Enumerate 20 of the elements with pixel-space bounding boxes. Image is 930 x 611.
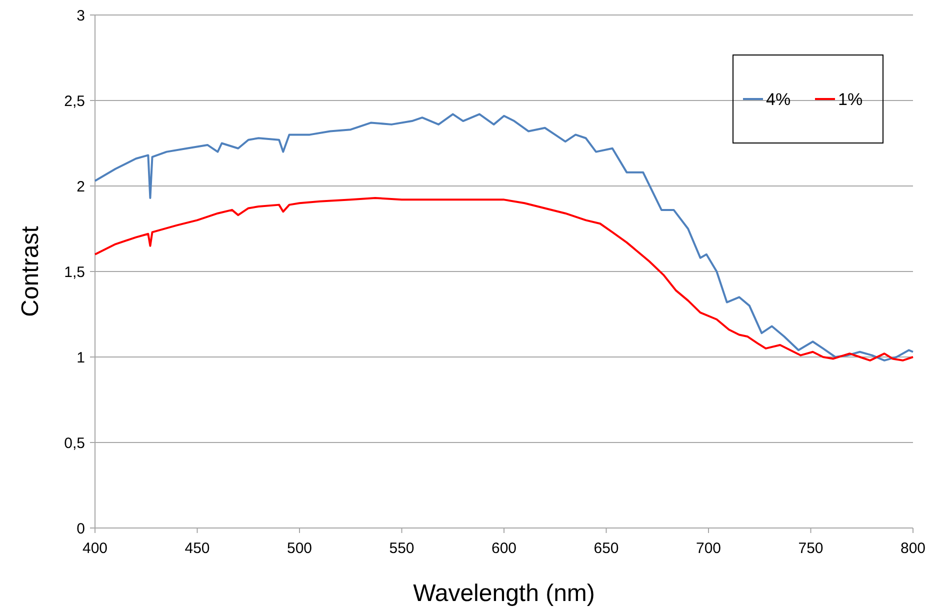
y-tick-label: 2 (76, 178, 85, 196)
x-tick-label: 750 (798, 540, 824, 557)
x-tick-label: 800 (900, 540, 926, 557)
y-tick-label: 0,5 (64, 434, 85, 452)
x-tick-label: 700 (696, 540, 722, 557)
legend-label: 1% (838, 90, 863, 109)
x-tick-label: 650 (594, 540, 619, 557)
x-tick-label: 600 (491, 540, 517, 557)
y-tick-label: 1,5 (64, 264, 85, 281)
y-tick-label: 1 (76, 349, 85, 366)
x-axis-title: Wavelength (nm) (413, 580, 595, 607)
y-tick-label: 2,5 (64, 92, 85, 110)
x-tick-label: 500 (286, 540, 312, 557)
y-tick-label: 0 (76, 520, 85, 538)
legend-label: 4% (766, 90, 791, 109)
y-axis-title: Contrast (17, 226, 44, 317)
x-tick-label: 450 (184, 540, 210, 557)
x-tick-label: 400 (82, 540, 108, 557)
x-tick-label: 550 (389, 540, 414, 557)
y-tick-label: 3 (76, 7, 85, 24)
